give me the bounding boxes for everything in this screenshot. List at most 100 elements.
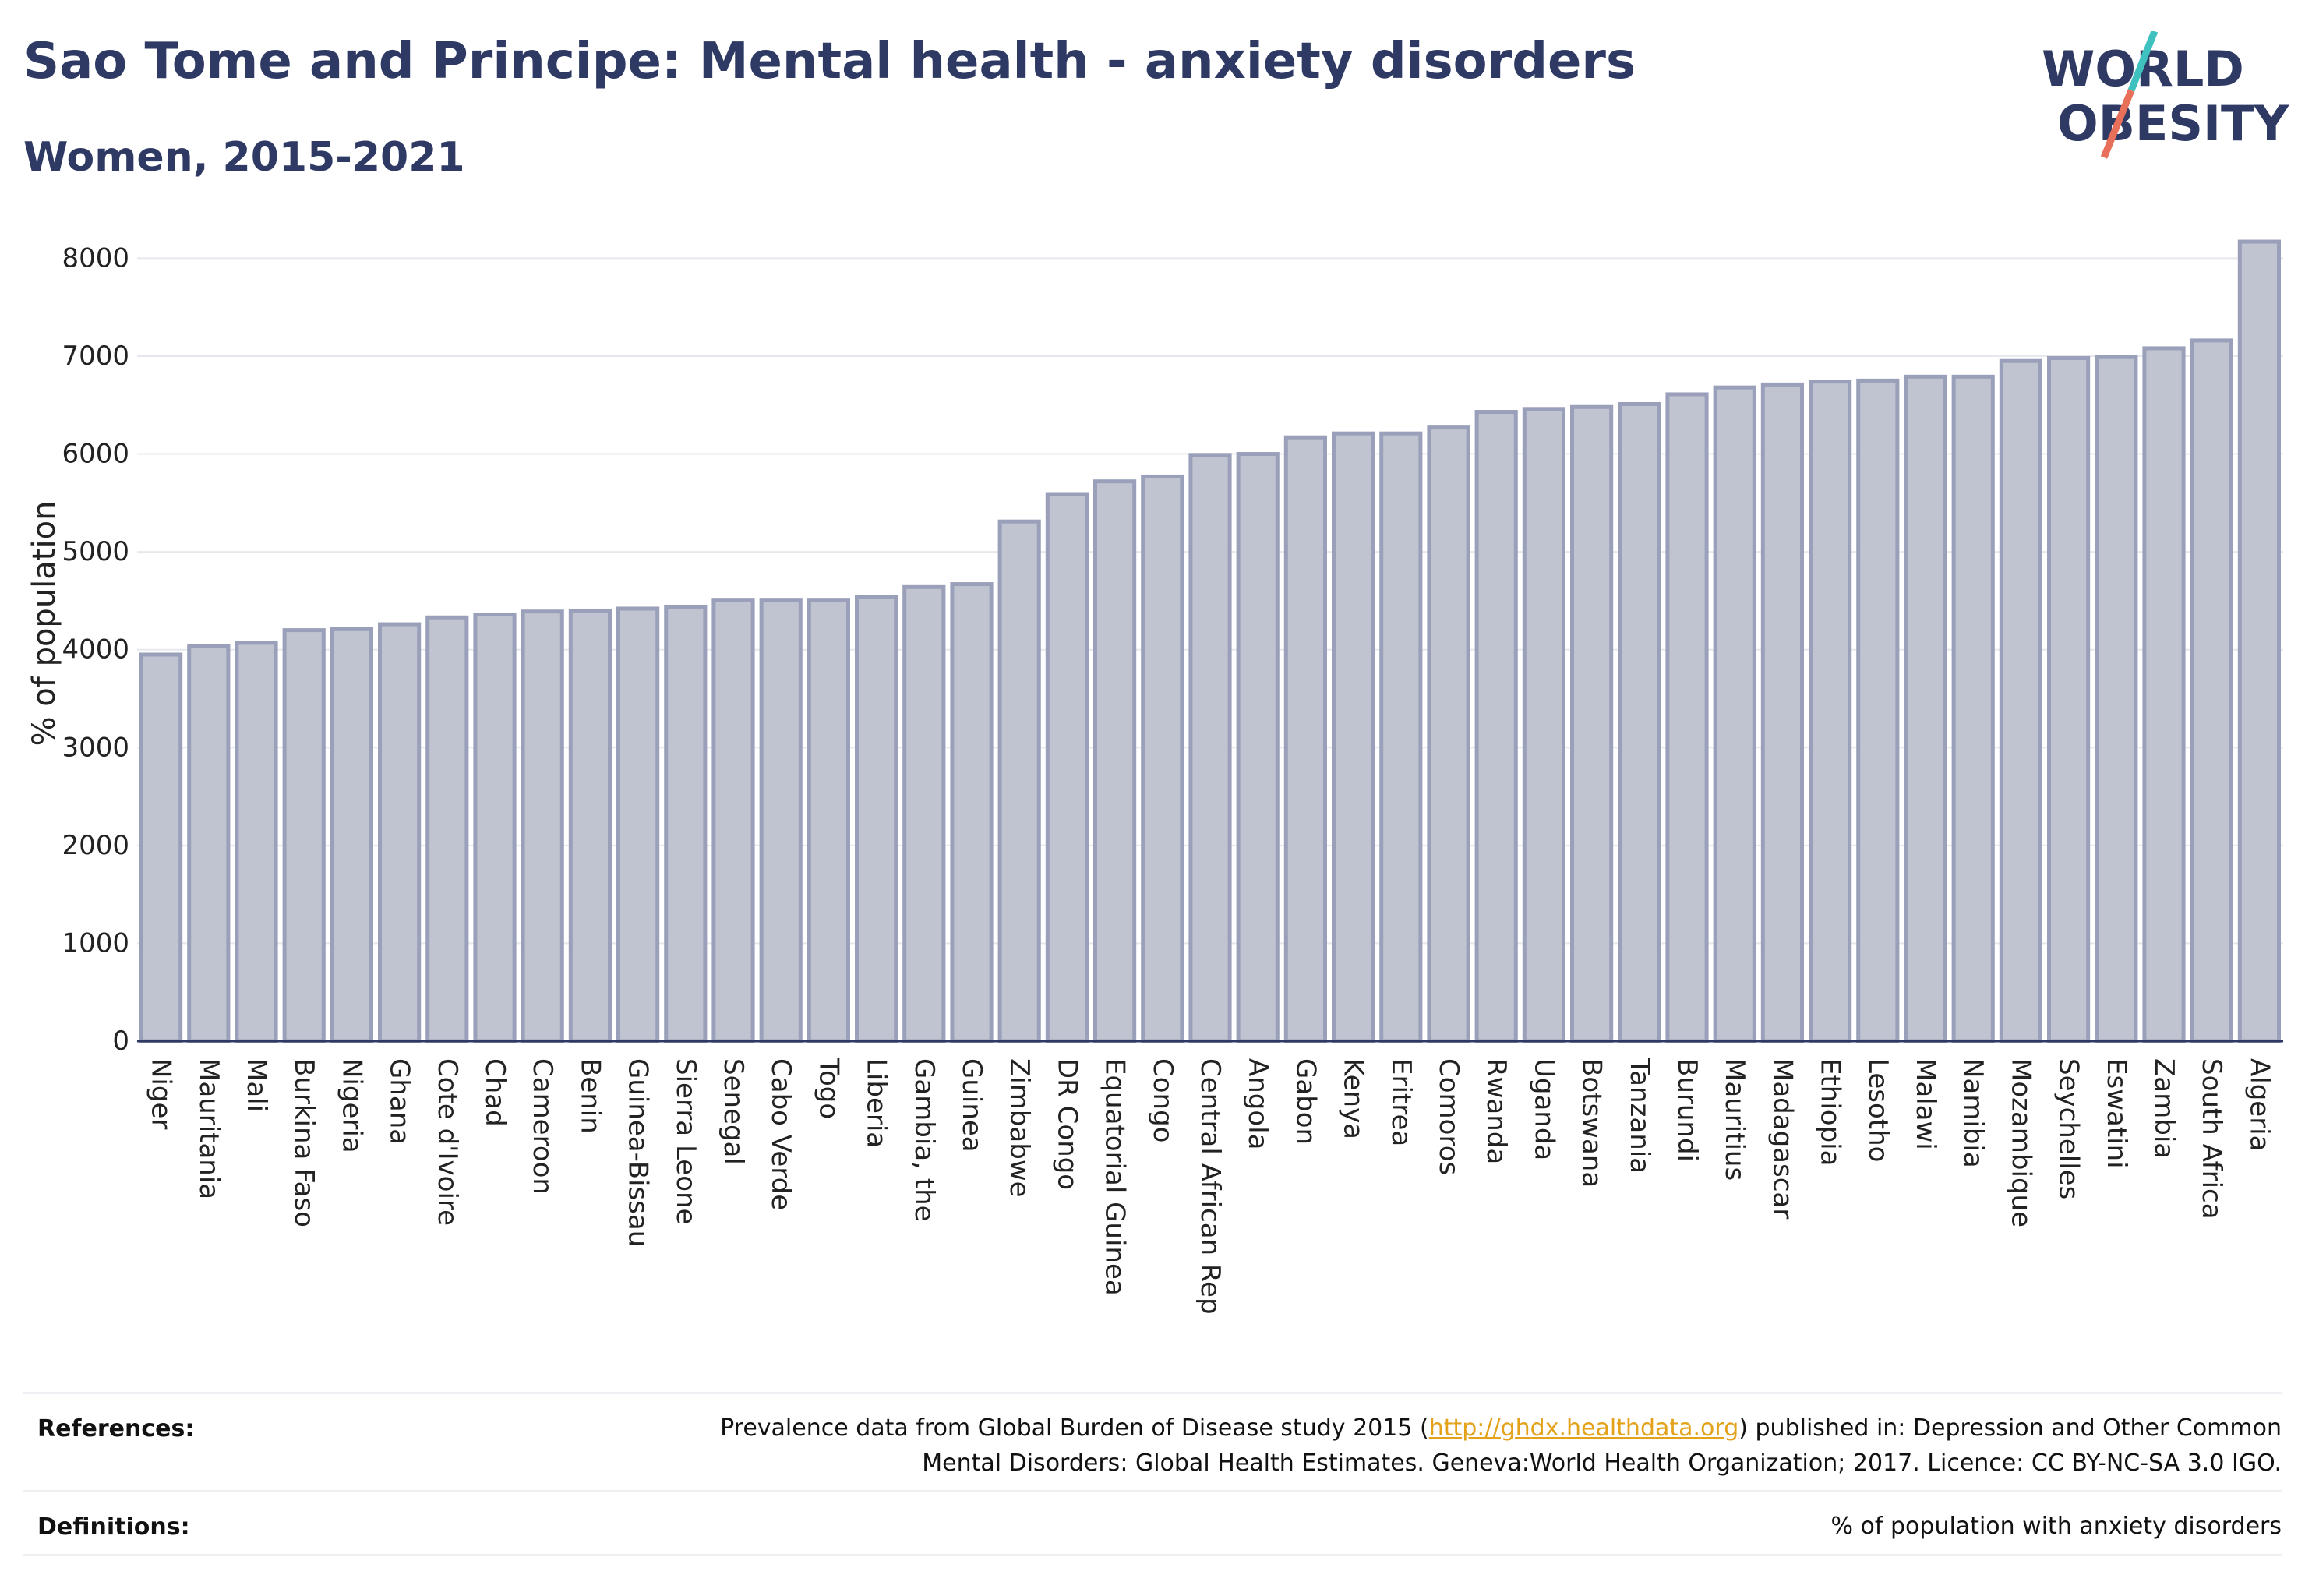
x-tick-label: Burundi — [1671, 1058, 1703, 1162]
bar — [1904, 374, 1947, 1043]
bar — [1665, 392, 1709, 1043]
x-tick-label: Kenya — [1338, 1058, 1369, 1139]
bar — [902, 584, 946, 1043]
x-tick-label: Madagascar — [1767, 1058, 1798, 1219]
bar — [521, 609, 564, 1043]
y-tick-label: 6000 — [62, 439, 129, 470]
y-tick-label: 8000 — [62, 242, 129, 274]
x-tick-label: Mauritius — [1719, 1058, 1750, 1181]
x-tick-label: Gambia, the — [909, 1058, 940, 1222]
x-tick-label: Zambia — [2148, 1058, 2180, 1159]
logo-slash-top — [2127, 31, 2159, 92]
references-divider-top — [23, 1392, 2282, 1394]
x-tick-label: Sierra Leone — [670, 1058, 701, 1224]
bar — [664, 604, 708, 1043]
references-line-1: Prevalence data from Global Burden of Di… — [720, 1411, 2282, 1446]
bar — [473, 612, 517, 1043]
bar — [1093, 479, 1137, 1043]
x-tick-label: Mozambique — [2005, 1058, 2036, 1227]
bar — [2095, 355, 2138, 1043]
bar — [187, 644, 231, 1043]
x-tick-label: Rwanda — [1481, 1058, 1512, 1164]
chart-title: Sao Tome and Principe: Mental health - a… — [23, 33, 1636, 90]
x-tick-label: Burkina Faso — [288, 1058, 319, 1227]
x-tick-label: Algeria — [2243, 1058, 2275, 1151]
world-obesity-logo: WORLD OBESITY — [2042, 31, 2289, 159]
x-tick-label: Mali — [241, 1058, 272, 1112]
references-label: References: — [37, 1415, 195, 1442]
x-tick-label: Ethiopia — [1815, 1058, 1846, 1166]
x-tick-label: Cameroon — [527, 1058, 558, 1195]
x-tick-label: Eritrea — [1385, 1058, 1417, 1146]
bar — [616, 606, 660, 1043]
bar — [1809, 380, 1852, 1043]
bar — [807, 598, 850, 1043]
references-line-1-pre: Prevalence data from Global Burden of Di… — [720, 1414, 1429, 1442]
references-line-1-post: ) published in: Depression and Other Com… — [1738, 1414, 2282, 1442]
x-tick-label: Liberia — [861, 1058, 892, 1148]
x-tick-label: Central African Rep — [1195, 1058, 1226, 1315]
x-tick-label: Congo — [1147, 1058, 1178, 1142]
definitions-label: Definitions: — [37, 1513, 190, 1541]
bar — [1999, 358, 2042, 1043]
y-tick-label: 1000 — [62, 927, 129, 959]
definitions-text: % of population with anxiety disorders — [1830, 1513, 2282, 1540]
bar — [1283, 435, 1327, 1043]
x-tick-label: Niger — [146, 1058, 177, 1129]
x-tick-label: Cote d'Ivoire — [432, 1058, 463, 1226]
bar — [378, 622, 422, 1043]
x-tick-label: Guinea-Bissau — [623, 1058, 654, 1247]
bar — [2190, 338, 2233, 1043]
x-tick-label: Guinea — [956, 1058, 987, 1153]
x-tick-label: Malawi — [1910, 1058, 1941, 1150]
x-tick-label: DR Congo — [1051, 1058, 1082, 1190]
bar — [1522, 407, 1565, 1043]
bar — [330, 627, 373, 1043]
bar — [997, 519, 1041, 1043]
bar — [711, 598, 755, 1043]
bar — [1379, 431, 1423, 1043]
x-tick-label: Nigeria — [336, 1058, 367, 1153]
bar — [1951, 374, 1995, 1043]
x-tick-label: Ghana — [384, 1058, 415, 1145]
bar — [568, 608, 612, 1043]
references-divider-bottom — [23, 1554, 2282, 1556]
logo-word-obesity: OBESITY — [2057, 95, 2289, 152]
references-divider-middle — [23, 1490, 2282, 1492]
x-tick-label: Cabo Verde — [765, 1058, 796, 1210]
x-tick-label: Zimbabwe — [1004, 1058, 1035, 1198]
bar — [1760, 382, 1804, 1043]
bar — [1856, 378, 1900, 1043]
x-tick-label: Equatorial Guinea — [1100, 1058, 1131, 1296]
references-text: Prevalence data from Global Burden of Di… — [720, 1411, 2282, 1481]
references-line-2: Mental Disorders: Global Health Estimate… — [922, 1449, 2282, 1477]
x-tick-label: Uganda — [1528, 1058, 1559, 1160]
bar — [1236, 452, 1280, 1043]
x-tick-label: Botswana — [1576, 1058, 1608, 1188]
x-tick-label: Chad — [479, 1058, 510, 1127]
bar — [950, 582, 994, 1043]
bar — [1570, 404, 1614, 1043]
ghdx-link[interactable]: http://ghdx.healthdata.org — [1428, 1414, 1739, 1442]
bar — [282, 628, 326, 1043]
x-tick-label: Lesotho — [1862, 1058, 1894, 1162]
bar — [759, 598, 803, 1043]
y-axis-label: % of population — [26, 501, 62, 747]
bar — [2237, 239, 2281, 1043]
x-tick-label: Comoros — [1433, 1058, 1464, 1175]
bar — [139, 652, 183, 1043]
bar — [1332, 431, 1375, 1043]
x-tick-label: Tanzania — [1624, 1058, 1655, 1174]
y-tick-label: 0 — [112, 1026, 129, 1057]
bar — [2047, 355, 2091, 1043]
x-tick-label: Senegal — [718, 1058, 749, 1165]
bar — [855, 595, 898, 1043]
x-tick-label: Togo — [813, 1058, 844, 1119]
y-tick-label: 5000 — [62, 536, 129, 567]
y-tick-label: 3000 — [62, 732, 129, 763]
x-tick-label: Seychelles — [2053, 1058, 2084, 1199]
bar — [1045, 492, 1089, 1043]
logo-slash-bottom — [2100, 89, 2135, 159]
y-tick-label: 2000 — [62, 830, 129, 861]
bar — [1427, 425, 1470, 1043]
